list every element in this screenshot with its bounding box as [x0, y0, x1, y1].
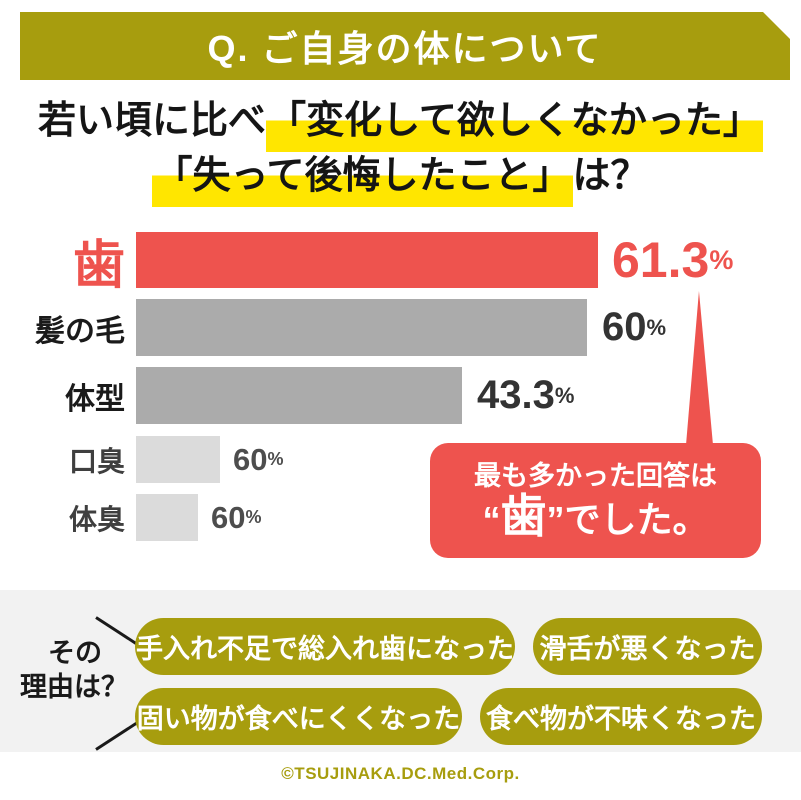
emphasis-stroke-bottom: [95, 719, 141, 751]
bar-row-body-shape: 体型 43.3%: [0, 367, 801, 424]
bar-value: 43.3%: [477, 367, 574, 424]
close-quote: ”: [546, 498, 565, 540]
reason-pill-speech: 滑舌が悪くなった: [533, 618, 762, 675]
question-header-label: Q. ご自身の体について: [207, 28, 603, 69]
bar-value: 60%: [211, 494, 262, 541]
bar-row-body-odor: 体臭 60%: [0, 494, 801, 541]
bar-row-bad-breath: 口臭 60%: [0, 436, 801, 483]
reason-pill-dentures: 手入れ不足で総入れ歯になった: [135, 618, 515, 675]
open-quote: “: [482, 498, 501, 540]
bar-label: 体型: [65, 382, 125, 416]
reason-pill-hard-food: 固い物が食べにくくなった: [135, 688, 462, 745]
callout-line2-rest: でした。: [564, 498, 709, 540]
title-line-2: 「失って後悔したこと」は？: [0, 149, 801, 207]
bar: [136, 367, 462, 424]
reasons-label: その 理由は？: [20, 636, 128, 704]
bar: [136, 494, 198, 541]
title-line2-highlight: 「失って後悔したこと」: [152, 153, 573, 207]
bar: [136, 436, 220, 483]
page-title: 若い頃に比べ「変化して欲しくなかった」 「失って後悔したこと」は？: [0, 94, 801, 207]
reasons-section: その 理由は？ 手入れ不足で総入れ歯になった 滑舌が悪くなった 固い物が食べにく…: [0, 590, 801, 752]
bar-label: 口臭: [68, 445, 125, 477]
reasons-label-line1: その: [48, 638, 102, 668]
bar-value-number: 43.3: [477, 373, 555, 417]
title-line-1: 若い頃に比べ「変化して欲しくなかった」: [0, 94, 801, 152]
bar-value: 60%: [233, 436, 284, 483]
title-line2-suffix: は？: [572, 155, 649, 197]
bar-value-number: 60: [233, 441, 268, 477]
title-line1-highlight: 「変化して欲しくなかった」: [266, 98, 763, 152]
bar: [136, 232, 598, 288]
bar-row-hair: 髪の毛 60%: [0, 299, 801, 356]
callout-line-1: 最も多かった回答は: [474, 460, 717, 491]
callout-line-2: “歯”でした。: [482, 493, 708, 543]
bar-value-number: 61.3: [612, 232, 710, 288]
percent-sign: %: [646, 314, 667, 340]
bar: [136, 299, 587, 356]
question-header-banner: Q. ご自身の体について: [20, 12, 790, 80]
percent-sign: %: [554, 382, 575, 408]
bar-row-teeth: 歯 61.3%: [0, 232, 801, 295]
bar-value: 61.3%: [612, 232, 733, 288]
bar-value-number: 60: [211, 499, 246, 535]
bar-label: 髪の毛: [35, 314, 125, 348]
copyright-text: ©TSUJINAKA.DC.Med.Corp.: [281, 764, 520, 783]
bar-label: 体臭: [68, 503, 125, 535]
bar-value-number: 60: [602, 305, 647, 349]
percent-sign: %: [267, 449, 284, 469]
percent-sign: %: [709, 244, 734, 275]
callout-emphasis-word: 歯: [500, 489, 547, 542]
reason-pill-taste: 食べ物が不味くなった: [480, 688, 762, 745]
bar-label: 歯: [72, 236, 125, 295]
percent-sign: %: [245, 507, 262, 527]
reasons-label-line2: 理由は？: [20, 672, 128, 702]
bar-value: 60%: [602, 299, 666, 356]
title-line1-prefix: 若い頃に比べ: [38, 100, 267, 142]
top-answer-callout: 最も多かった回答は “歯”でした。: [430, 443, 761, 558]
bar-chart: 歯 61.3% 髪の毛 60% 体型 43.3% 口臭 60% 体臭 60%: [0, 232, 801, 541]
